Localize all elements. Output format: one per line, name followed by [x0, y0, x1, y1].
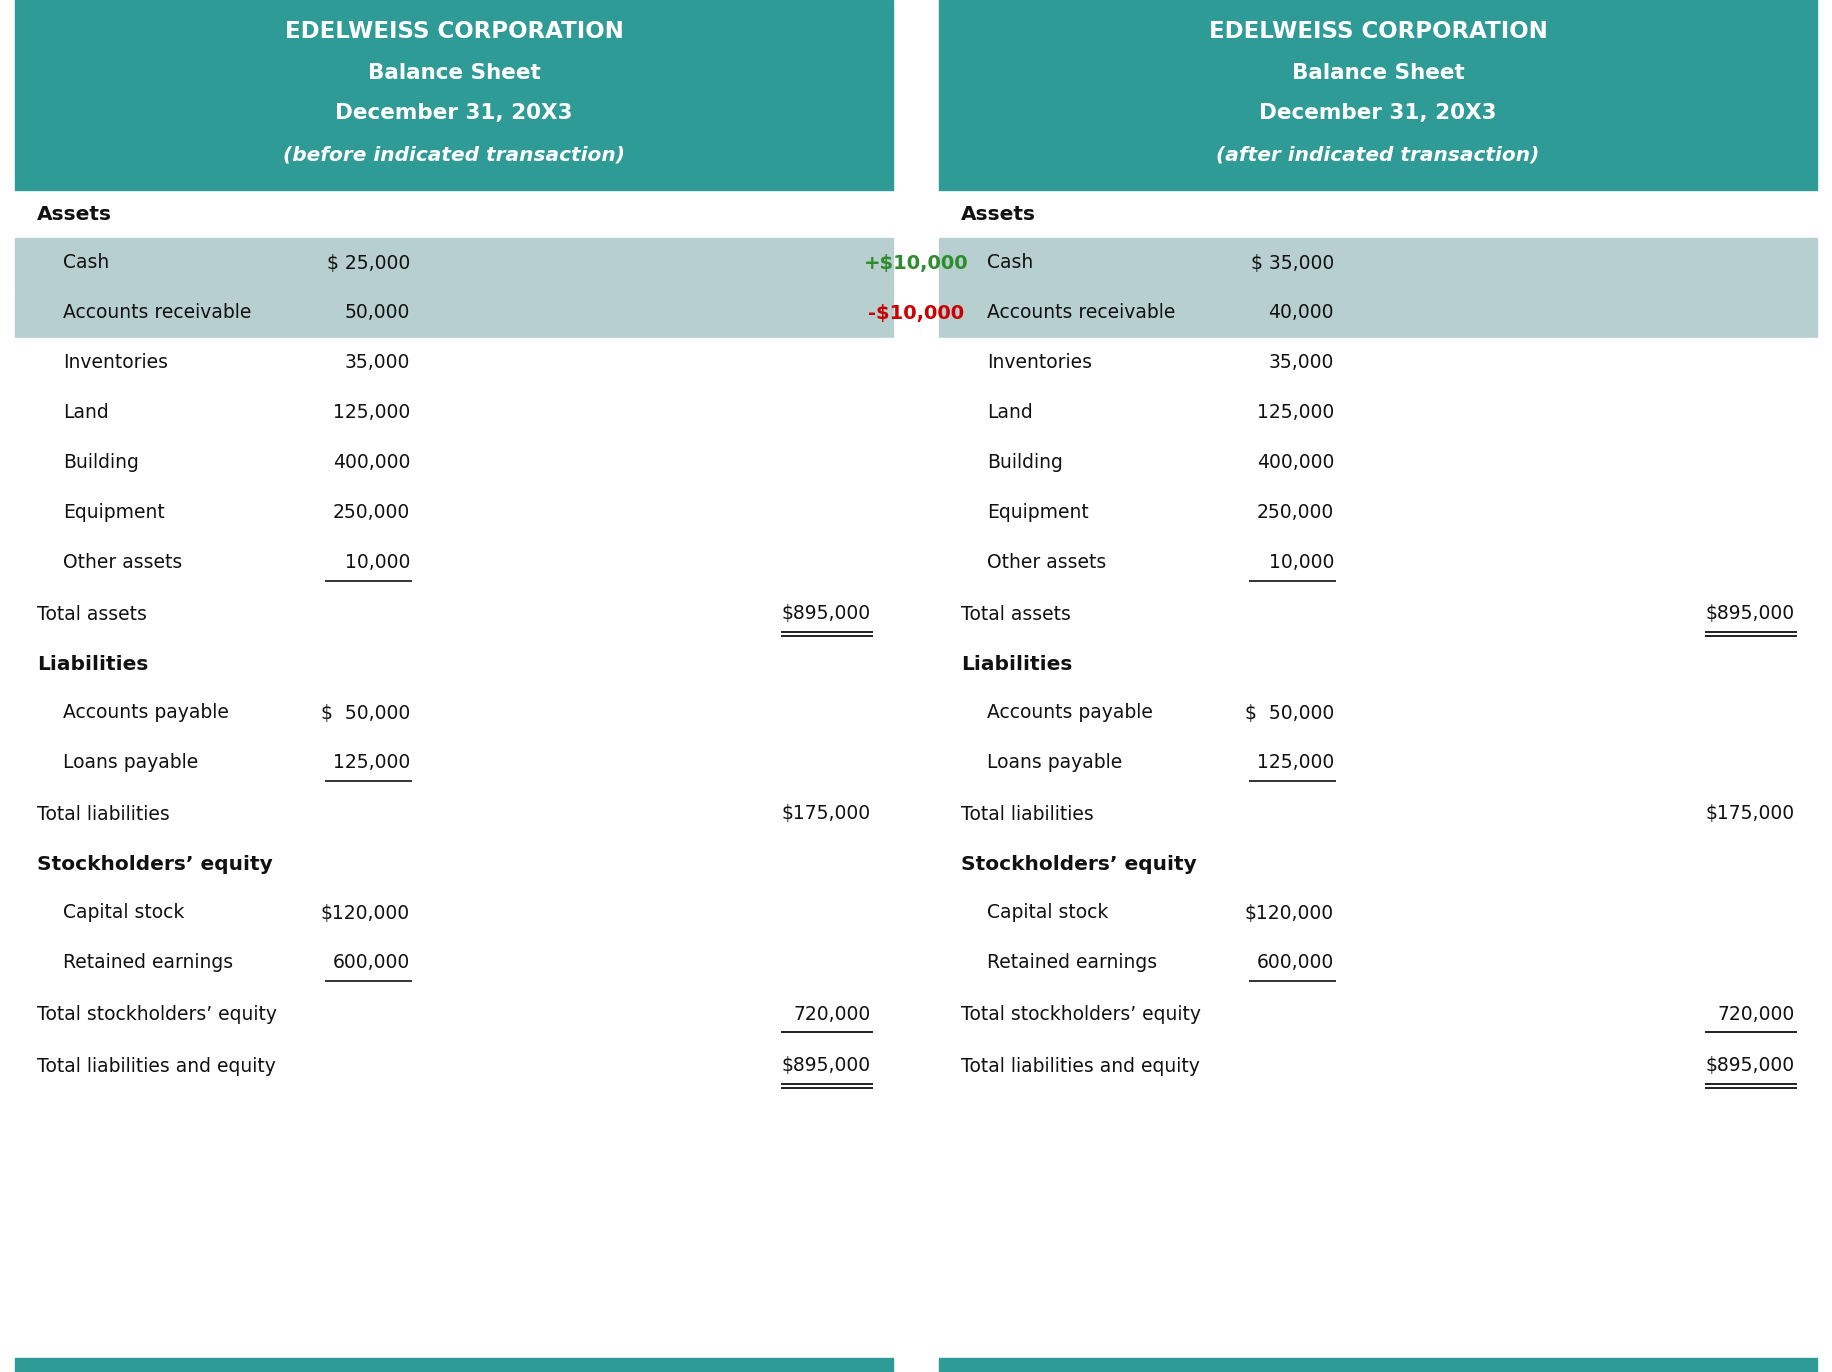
Text: 35,000: 35,000 — [344, 354, 410, 373]
Text: Accounts payable: Accounts payable — [987, 704, 1152, 723]
Text: Total stockholders’ equity: Total stockholders’ equity — [37, 1004, 277, 1024]
Text: Total stockholders’ equity: Total stockholders’ equity — [962, 1004, 1202, 1024]
Text: Retained earnings: Retained earnings — [62, 954, 233, 973]
Text: 40,000: 40,000 — [1268, 303, 1334, 322]
Text: 125,000: 125,000 — [1257, 753, 1334, 772]
Text: EDELWEISS CORPORATION: EDELWEISS CORPORATION — [284, 21, 623, 44]
Text: Building: Building — [987, 454, 1063, 472]
Text: +$10,000: +$10,000 — [863, 254, 969, 273]
Text: (after indicated transaction): (after indicated transaction) — [1216, 145, 1539, 165]
Text: Land: Land — [62, 403, 108, 423]
Text: Total liabilities: Total liabilities — [37, 804, 170, 823]
Text: 125,000: 125,000 — [1257, 403, 1334, 423]
Text: 35,000: 35,000 — [1268, 354, 1334, 373]
Text: Other assets: Other assets — [62, 553, 181, 572]
Text: Capital stock: Capital stock — [62, 904, 185, 922]
Text: $175,000: $175,000 — [782, 804, 870, 823]
Text: $175,000: $175,000 — [1706, 804, 1795, 823]
Text: Inventories: Inventories — [62, 354, 169, 373]
Text: Loans payable: Loans payable — [987, 753, 1123, 772]
Text: Total liabilities and equity: Total liabilities and equity — [37, 1056, 277, 1076]
Text: Liabilities: Liabilities — [962, 654, 1072, 674]
Text: Liabilities: Liabilities — [37, 654, 148, 674]
Text: 125,000: 125,000 — [333, 753, 410, 772]
Text: 720,000: 720,000 — [793, 1004, 870, 1024]
Text: Balance Sheet: Balance Sheet — [1292, 63, 1464, 82]
Text: 250,000: 250,000 — [1257, 504, 1334, 523]
Text: Total assets: Total assets — [962, 605, 1072, 623]
Text: (before indicated transaction): (before indicated transaction) — [282, 145, 625, 165]
Text: $120,000: $120,000 — [321, 904, 410, 922]
Text: $120,000: $120,000 — [1246, 904, 1334, 922]
Text: $ 35,000: $ 35,000 — [1251, 254, 1334, 273]
Text: Balance Sheet: Balance Sheet — [368, 63, 540, 82]
Text: 250,000: 250,000 — [333, 504, 410, 523]
Text: Capital stock: Capital stock — [987, 904, 1108, 922]
Text: $895,000: $895,000 — [1706, 605, 1795, 623]
Text: 600,000: 600,000 — [333, 954, 410, 973]
Text: Accounts receivable: Accounts receivable — [987, 303, 1176, 322]
Text: December 31, 20X3: December 31, 20X3 — [1259, 103, 1497, 123]
Text: $  50,000: $ 50,000 — [321, 704, 410, 723]
Text: $ 25,000: $ 25,000 — [326, 254, 410, 273]
Text: Stockholders’ equity: Stockholders’ equity — [962, 855, 1196, 874]
Text: Stockholders’ equity: Stockholders’ equity — [37, 855, 273, 874]
Text: $  50,000: $ 50,000 — [1244, 704, 1334, 723]
Text: 125,000: 125,000 — [333, 403, 410, 423]
Text: EDELWEISS CORPORATION: EDELWEISS CORPORATION — [1209, 21, 1548, 44]
Text: Loans payable: Loans payable — [62, 753, 198, 772]
Text: Cash: Cash — [62, 254, 110, 273]
Text: Inventories: Inventories — [987, 354, 1092, 373]
Text: Accounts receivable: Accounts receivable — [62, 303, 251, 322]
Text: Other assets: Other assets — [987, 553, 1107, 572]
Text: 400,000: 400,000 — [333, 454, 410, 472]
Text: Total assets: Total assets — [37, 605, 147, 623]
Text: Total liabilities: Total liabilities — [962, 804, 1094, 823]
Text: Cash: Cash — [987, 254, 1033, 273]
Text: $895,000: $895,000 — [782, 1056, 870, 1076]
Text: Assets: Assets — [962, 204, 1037, 224]
Text: Equipment: Equipment — [987, 504, 1088, 523]
Text: Retained earnings: Retained earnings — [987, 954, 1158, 973]
Text: Assets: Assets — [37, 204, 112, 224]
Text: $895,000: $895,000 — [782, 605, 870, 623]
Text: 10,000: 10,000 — [344, 553, 410, 572]
Text: -$10,000: -$10,000 — [868, 303, 964, 322]
Text: 50,000: 50,000 — [344, 303, 410, 322]
Text: Equipment: Equipment — [62, 504, 165, 523]
Text: 10,000: 10,000 — [1268, 553, 1334, 572]
Text: Accounts payable: Accounts payable — [62, 704, 229, 723]
Text: 600,000: 600,000 — [1257, 954, 1334, 973]
Text: 720,000: 720,000 — [1718, 1004, 1795, 1024]
Text: $895,000: $895,000 — [1706, 1056, 1795, 1076]
Text: December 31, 20X3: December 31, 20X3 — [335, 103, 573, 123]
Text: Building: Building — [62, 454, 139, 472]
Text: Total liabilities and equity: Total liabilities and equity — [962, 1056, 1200, 1076]
Text: Land: Land — [987, 403, 1033, 423]
Text: 400,000: 400,000 — [1257, 454, 1334, 472]
